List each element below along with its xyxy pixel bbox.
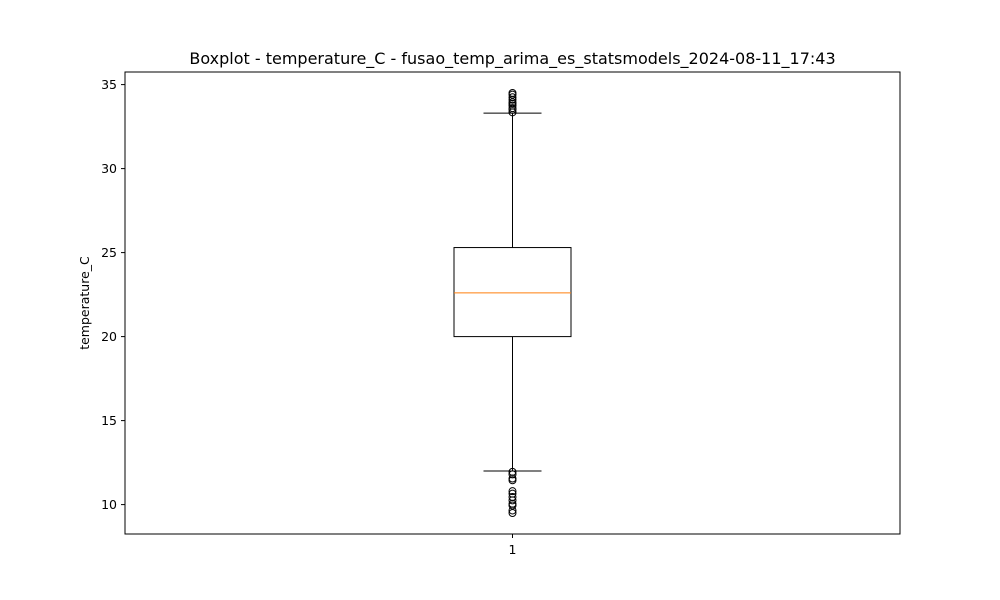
outlier-point-19 <box>508 501 517 510</box>
y-tick-label-30: 30 <box>101 161 117 176</box>
outlier-point-7 <box>508 93 517 102</box>
iqr-box <box>453 247 572 338</box>
y-tick-label-15: 15 <box>101 413 117 428</box>
plot-area: 10 15 20 25 30 35 1 <box>101 71 901 557</box>
outlier-point-13 <box>508 476 517 485</box>
outlier-point-20 <box>508 506 517 515</box>
outlier-point-11 <box>508 470 517 479</box>
outlier-point-21 <box>508 509 517 517</box>
outlier-point-9 <box>508 89 517 97</box>
x-tick-label-1: 1 <box>509 542 517 557</box>
outlier-point-17 <box>508 496 517 505</box>
chart-title: Boxplot - temperature_C - fusao_temp_ari… <box>189 49 835 69</box>
outlier-point-2 <box>508 104 517 113</box>
outlier-point-5 <box>508 98 517 107</box>
y-tick-label-20: 20 <box>101 329 117 344</box>
y-tick-label-10: 10 <box>101 497 117 512</box>
y-axis-label: temperature_C <box>77 256 92 350</box>
y-tick-label-35: 35 <box>101 77 117 92</box>
outlier-point-12 <box>508 474 517 483</box>
y-tick-label-25: 25 <box>101 245 117 260</box>
outlier-point-14 <box>508 487 517 496</box>
